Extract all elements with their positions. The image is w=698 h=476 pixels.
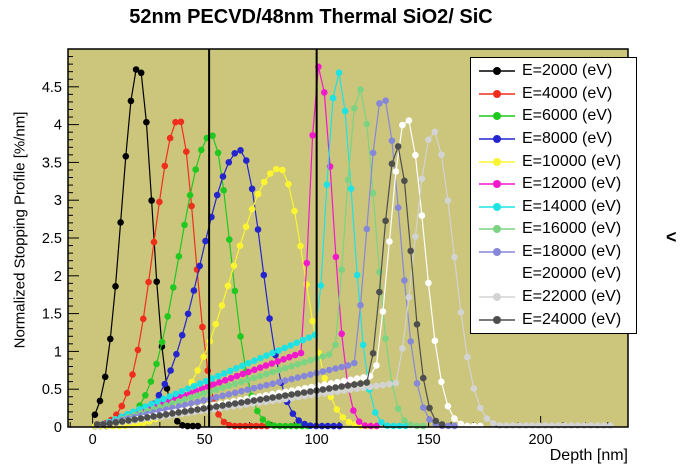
legend-marker-icon (479, 225, 515, 234)
legend-marker-icon (479, 315, 515, 324)
y-tick-label: 1 (54, 344, 62, 360)
x-tick-label: 200 (529, 432, 553, 448)
y-tick-label: 3.5 (42, 155, 62, 171)
x-tick-label: 0 (89, 432, 97, 448)
legend-label: E=6000 (eV) (522, 107, 613, 125)
legend-label: E=18000 (eV) (522, 242, 622, 260)
legend-item-14000: E=14000 (eV) (471, 196, 636, 217)
legend-label: E=20000 (eV) (522, 265, 622, 283)
legend-marker-icon (479, 293, 515, 302)
legend-marker-icon (479, 247, 515, 256)
legend-marker-icon (479, 89, 515, 98)
y-tick-label: 4.5 (42, 80, 62, 96)
legend-label: E=22000 (eV) (522, 288, 622, 306)
legend-marker-icon (479, 112, 515, 121)
series-24000 (93, 143, 446, 428)
legend-marker-icon (479, 180, 515, 189)
y-tick-label: 0 (54, 420, 62, 436)
legend-item-24000: E=24000 (eV) (471, 309, 636, 330)
legend-item-10000: E=10000 (eV) (471, 151, 636, 172)
legend-item-18000: E=18000 (eV) (471, 241, 636, 262)
y-tick-label: 4 (54, 118, 62, 134)
legend-label: E=4000 (eV) (522, 84, 613, 102)
y-tick-label: 3 (54, 193, 62, 209)
legend-marker-icon (479, 67, 515, 76)
legend-item-8000: E=8000 (eV) (471, 129, 636, 150)
legend-label: E=16000 (eV) (522, 220, 622, 238)
legend-marker-icon (479, 202, 515, 211)
chevron-left-icon[interactable]: < (666, 227, 677, 247)
y-tick-label: 1.5 (42, 307, 62, 323)
x-tick-label: 150 (417, 432, 441, 448)
y-tick-label: 2 (54, 269, 62, 285)
legend-label: E=14000 (eV) (522, 197, 622, 215)
legend-label: E=2000 (eV) (522, 62, 613, 80)
y-axis-title: Normalized Stopping Profile [%/nm] (11, 111, 29, 349)
legend-item-6000: E=6000 (eV) (471, 106, 636, 127)
legend-item-12000: E=12000 (eV) (471, 174, 636, 195)
legend-item-16000: E=16000 (eV) (471, 219, 636, 240)
legend-label: E=8000 (eV) (522, 130, 613, 148)
legend: E=2000 (eV) E=4000 (eV) E=6000 (eV) E=8000 … (470, 57, 637, 334)
legend-item-4000: E=4000 (eV) (471, 83, 636, 104)
legend-item-20000: E=20000 (eV) (471, 264, 636, 285)
x-axis-title: Depth [nm] (549, 447, 628, 464)
chart-title: 52nm PECVD/48nm Thermal SiO2/ SiC (129, 6, 493, 28)
y-tick-labels: 0 0.5 1 1.5 2 2.5 3 3.5 4 4.5 (42, 80, 62, 436)
x-tick-label: 50 (197, 432, 213, 448)
legend-marker-icon (479, 157, 515, 166)
legend-label: E=10000 (eV) (522, 152, 622, 170)
x-tick-labels: 0 50 100 150 200 (89, 432, 553, 448)
legend-label: E=24000 (eV) (522, 310, 622, 328)
y-tick-label: 2.5 (42, 231, 62, 247)
legend-item-22000: E=22000 (eV) (471, 287, 636, 308)
legend-item-2000: E=2000 (eV) (471, 61, 636, 82)
legend-marker-icon (479, 270, 515, 279)
x-tick-label: 100 (305, 432, 329, 448)
y-tick-label: 0.5 (42, 382, 62, 398)
legend-label: E=12000 (eV) (522, 175, 622, 193)
legend-marker-icon (479, 135, 515, 144)
